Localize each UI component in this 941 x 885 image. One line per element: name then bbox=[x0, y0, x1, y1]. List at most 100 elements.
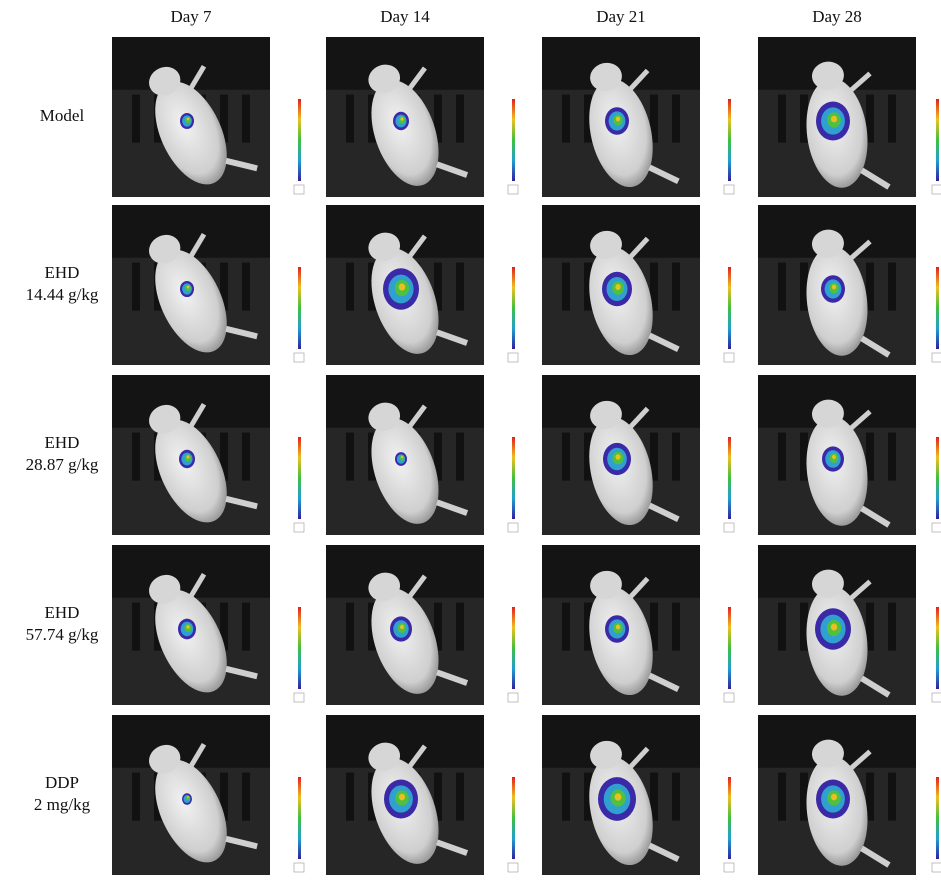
scale-caption bbox=[724, 353, 734, 362]
imaging-panel bbox=[112, 545, 304, 708]
signal-core bbox=[399, 283, 405, 290]
scale-caption bbox=[724, 523, 734, 532]
signal-core bbox=[831, 623, 837, 630]
column-header: Day 28 bbox=[812, 7, 862, 26]
scale-caption bbox=[724, 863, 734, 872]
imaging-panel bbox=[758, 37, 941, 197]
scale-caption bbox=[508, 863, 518, 872]
color-scale bbox=[728, 437, 731, 519]
imaging-panel bbox=[326, 545, 518, 707]
color-scale bbox=[298, 437, 301, 519]
imaging-panel bbox=[758, 375, 941, 535]
cage-bar bbox=[346, 263, 354, 311]
color-scale bbox=[936, 267, 939, 349]
signal-core bbox=[401, 117, 404, 120]
color-scale bbox=[512, 777, 515, 859]
color-scale bbox=[936, 99, 939, 181]
figure: Day 7Day 14Day 21Day 28ModelEHD14.44 g/k… bbox=[0, 0, 941, 885]
scale-caption bbox=[932, 693, 941, 702]
color-scale bbox=[728, 99, 731, 181]
signal-core bbox=[831, 794, 837, 801]
imaging-panel bbox=[326, 205, 518, 367]
imaging-panel bbox=[326, 375, 518, 537]
panel-top bbox=[326, 715, 484, 768]
cage-bar bbox=[888, 603, 896, 651]
scale-caption bbox=[932, 353, 941, 362]
cage-bar bbox=[346, 95, 354, 143]
color-scale bbox=[728, 777, 731, 859]
scale-caption bbox=[508, 353, 518, 362]
column-header: Day 21 bbox=[596, 7, 646, 26]
cage-bar bbox=[456, 433, 464, 481]
imaging-panel bbox=[112, 715, 304, 878]
imaging-panel bbox=[112, 37, 304, 200]
panel-top bbox=[112, 37, 270, 90]
signal-core bbox=[187, 286, 190, 289]
cage-bar bbox=[242, 263, 250, 311]
signal-core bbox=[615, 793, 622, 801]
signal-core bbox=[187, 118, 190, 121]
panel-top bbox=[326, 375, 484, 428]
cage-bar bbox=[456, 263, 464, 311]
row-label: EHD bbox=[45, 263, 80, 282]
panel-top bbox=[326, 205, 484, 258]
signal-core bbox=[832, 455, 836, 459]
cage-bar bbox=[242, 95, 250, 143]
row-label: 28.87 g/kg bbox=[26, 455, 99, 474]
color-scale bbox=[936, 777, 939, 859]
cage-bar bbox=[672, 773, 680, 821]
column-header: Day 14 bbox=[380, 7, 430, 26]
scale-caption bbox=[294, 693, 304, 702]
cage-bar bbox=[132, 95, 140, 143]
scale-caption bbox=[932, 863, 941, 872]
imaging-panel bbox=[758, 205, 941, 365]
imaging-panel bbox=[758, 715, 941, 875]
scale-caption bbox=[294, 523, 304, 532]
cage-bar bbox=[672, 433, 680, 481]
cage-bar bbox=[778, 95, 786, 143]
cage-bar bbox=[888, 263, 896, 311]
imaging-panel bbox=[112, 205, 304, 368]
row-label: EHD bbox=[45, 433, 80, 452]
cage-bar bbox=[346, 433, 354, 481]
panel-top bbox=[112, 545, 270, 598]
color-scale bbox=[936, 437, 939, 519]
imaging-panel bbox=[542, 37, 734, 198]
cage-bar bbox=[562, 433, 570, 481]
cage-bar bbox=[562, 603, 570, 651]
color-scale bbox=[298, 777, 301, 859]
signal-core bbox=[400, 625, 404, 629]
color-scale bbox=[512, 437, 515, 519]
color-scale bbox=[728, 267, 731, 349]
color-scale bbox=[512, 607, 515, 689]
imaging-panel bbox=[112, 375, 304, 538]
scale-caption bbox=[724, 693, 734, 702]
cage-bar bbox=[888, 95, 896, 143]
cage-bar bbox=[562, 773, 570, 821]
signal-core bbox=[399, 794, 405, 801]
panel-top bbox=[112, 375, 270, 428]
cage-bar bbox=[132, 263, 140, 311]
imaging-panel bbox=[542, 545, 734, 706]
cage-bar bbox=[456, 603, 464, 651]
cage-bar bbox=[562, 95, 570, 143]
cage-bar bbox=[778, 263, 786, 311]
imaging-panel bbox=[758, 545, 941, 705]
imaging-panel bbox=[542, 715, 734, 876]
signal-core bbox=[832, 285, 836, 290]
cage-bar bbox=[562, 263, 570, 311]
signal-core bbox=[401, 456, 403, 458]
scale-caption bbox=[508, 523, 518, 532]
cage-bar bbox=[778, 433, 786, 481]
scale-caption bbox=[508, 693, 518, 702]
row-label: Model bbox=[40, 106, 85, 125]
color-scale bbox=[298, 607, 301, 689]
color-scale bbox=[936, 607, 939, 689]
signal-core bbox=[186, 625, 189, 629]
color-scale bbox=[298, 99, 301, 181]
cage-bar bbox=[242, 773, 250, 821]
column-header: Day 7 bbox=[170, 7, 212, 26]
imaging-panel bbox=[542, 205, 734, 366]
signal-core bbox=[615, 454, 620, 460]
scale-caption bbox=[294, 185, 304, 194]
